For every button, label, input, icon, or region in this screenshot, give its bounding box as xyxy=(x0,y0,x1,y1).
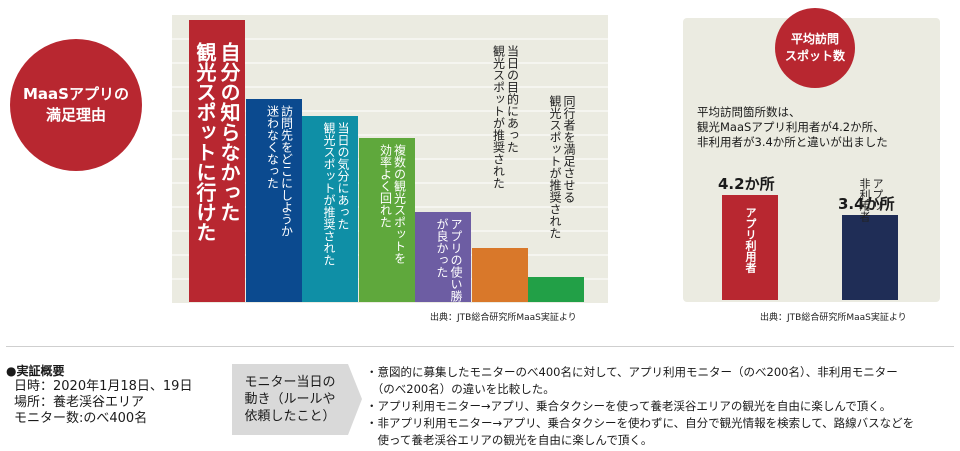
description-block: ・意図的に募集したモニターのべ400名に対して、アプリ利用モニター（のべ200名… xyxy=(366,364,914,449)
satisfaction-bar xyxy=(302,115,358,302)
satisfaction-bar-label: 複数の観光スポットを 効率よく回れた xyxy=(378,144,407,265)
description-line: ・意図的に募集したモニターのべ400名に対して、アプリ利用モニター（のべ200名… xyxy=(366,365,898,379)
overview-place: 場所：養老渓谷エリア xyxy=(14,395,145,410)
overview-date: 日時：2020年1月18日、19日 xyxy=(14,379,193,394)
satisfaction-bar xyxy=(528,276,584,302)
tag-arrow xyxy=(348,364,362,435)
satisfaction-bar-label: 訪問先をどこにしようか 迷わなくなった xyxy=(265,104,294,237)
visit-bar-value: 4.2か所 xyxy=(718,175,775,193)
monitor-rules-tag: モニター当日の 動き（ルールや 依頼したこと） xyxy=(232,364,348,435)
satisfaction-bar-label: 当日の気分にあった 観光スポットが推奨された xyxy=(322,121,350,266)
description-line: ・非アプリ利用モニター→アプリ、乗合タクシーを使わずに、自分で観光情報を検索して… xyxy=(366,416,915,430)
visit-bar xyxy=(722,195,778,300)
satisfaction-bar xyxy=(358,138,415,302)
visit-bar-label: アプリ利用者 xyxy=(744,207,757,273)
satisfaction-bar-label: 当日の目的にあった 観光スポットが推奨された xyxy=(491,45,520,189)
satisfaction-bar-label: 自分の知らなかった 観光スポットに行けた xyxy=(193,42,241,242)
satisfaction-bar-label: アプリの使い勝手 が良かった xyxy=(435,217,463,314)
source-left: 出典：JTB総合研究所MaaS実証より xyxy=(430,313,577,323)
source-right: 出典：JTB総合研究所MaaS実証より xyxy=(760,313,907,323)
visit-bar-value: 3.4か所 xyxy=(838,195,895,213)
overview-title: ●実証概要 xyxy=(6,364,65,378)
avg-visit-text: 平均訪問箇所数は、 観光MaaSアプリ利用者が4.2か所、 非利用者が3.4か所… xyxy=(697,105,888,149)
overview-block: ●実証概要 日時：2020年1月18日、19日 場所：養老渓谷エリア モニター数… xyxy=(6,362,192,427)
description-line: 使って養老渓谷エリアの観光を自由に楽しんで頂く。 xyxy=(366,433,653,447)
satisfaction-reason-badge: MaaSアプリの 満足理由 xyxy=(10,39,142,171)
satisfaction-bar xyxy=(189,20,245,302)
description-line: （のべ200名）の違いを比較した。 xyxy=(366,382,555,396)
satisfaction-bar xyxy=(245,98,302,302)
divider xyxy=(6,346,954,347)
satisfaction-bar xyxy=(471,248,528,302)
description-line: ・アプリ利用モニター→アプリ、乗合タクシーを使って養老渓谷エリアの観光を自由に楽… xyxy=(366,399,892,413)
satisfaction-bar xyxy=(415,211,471,302)
satisfaction-bar-label: 同行者を満足させる 観光スポットが推奨された xyxy=(548,95,576,239)
avg-visit-badge: 平均訪問 スポット数 xyxy=(775,8,855,88)
visit-bar xyxy=(842,215,898,300)
overview-monitors: モニター数:のべ400名 xyxy=(14,411,148,426)
visit-bar-label: アプリ 非利用者 xyxy=(858,178,884,222)
